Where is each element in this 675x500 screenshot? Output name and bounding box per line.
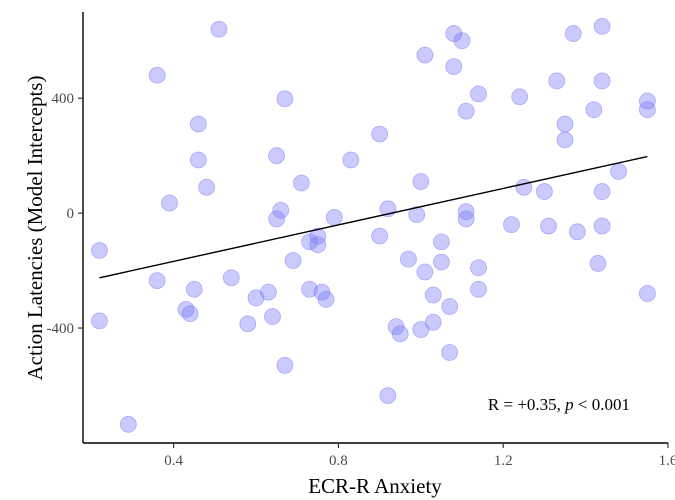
data-point: [503, 216, 520, 234]
data-point: [198, 178, 215, 196]
data-point: [276, 357, 294, 374]
data-point: [391, 325, 409, 343]
data-point: [119, 415, 137, 433]
annotation-prefix: R = +0.35,: [488, 395, 565, 414]
data-point: [639, 285, 656, 302]
data-point: [556, 115, 574, 133]
data-point: [268, 210, 286, 228]
data-point: [148, 272, 166, 290]
correlation-annotation: R = +0.35, p < 0.001: [488, 395, 630, 414]
regression-layer: [99, 155, 648, 279]
data-point: [639, 101, 656, 119]
data-point: [536, 183, 553, 200]
data-point: [585, 101, 603, 119]
data-point: [292, 174, 310, 192]
data-point: [568, 223, 586, 241]
data-point: [593, 17, 611, 35]
data-point: [540, 217, 557, 235]
data-point: [593, 183, 611, 200]
data-point: [272, 201, 290, 219]
x-axis-title: ECR-R Anxiety: [308, 474, 442, 498]
data-point: [239, 315, 257, 333]
data-point: [268, 147, 286, 165]
data-point: [371, 227, 389, 245]
data-point: [441, 344, 459, 361]
data-point: [412, 321, 430, 338]
data-point: [189, 151, 207, 169]
data-point: [317, 290, 335, 308]
data-point: [457, 203, 475, 221]
data-point: [284, 252, 302, 269]
x-tick-label: 0.8: [329, 453, 348, 469]
data-point: [148, 66, 166, 84]
data-point: [416, 263, 434, 281]
data-point: [276, 90, 294, 108]
data-point: [433, 253, 450, 271]
regression-line: [99, 155, 648, 279]
data-point: [593, 217, 611, 235]
data-point: [441, 298, 459, 315]
data-point: [433, 233, 450, 251]
points-layer: [91, 17, 656, 433]
data-point: [210, 20, 228, 38]
data-point: [309, 227, 327, 245]
data-point: [457, 210, 475, 228]
data-point: [91, 242, 108, 259]
data-point: [181, 305, 199, 323]
data-point: [185, 280, 203, 298]
data-point: [453, 32, 471, 50]
data-point: [309, 236, 327, 254]
x-tick-label: 1.2: [494, 453, 513, 469]
data-point: [470, 280, 487, 298]
data-point: [301, 280, 318, 298]
y-axis-title: Action Latencies (Model Intercepts): [23, 76, 47, 381]
data-point: [639, 92, 656, 110]
data-point: [412, 173, 430, 190]
data-point: [325, 209, 343, 226]
data-point: [511, 88, 529, 106]
data-point: [161, 194, 178, 212]
x-tick-label: 0.4: [164, 453, 183, 469]
annotation-italic: p: [564, 395, 574, 414]
data-point: [564, 25, 582, 42]
data-point: [416, 46, 434, 64]
data-point: [91, 312, 108, 330]
data-point: [408, 206, 426, 223]
x-tick-label: 1.6: [659, 453, 675, 469]
data-point: [548, 72, 566, 90]
data-point: [247, 289, 265, 307]
annotation-suffix: < 0.001: [574, 395, 630, 414]
data-point: [515, 178, 533, 196]
y-tick-label: -400: [47, 321, 75, 337]
data-point: [371, 125, 389, 143]
data-point: [342, 151, 360, 169]
ticks-layer: 0.4 0.8 1.2 1.6 -400 0 400: [47, 91, 675, 469]
y-tick-label: 400: [52, 91, 75, 107]
data-point: [445, 58, 463, 75]
y-tick-label: 0: [67, 206, 75, 222]
data-point: [424, 313, 442, 331]
data-point: [424, 286, 442, 304]
axes-layer: [82, 12, 668, 444]
data-point: [264, 308, 281, 325]
data-point: [556, 131, 574, 149]
data-point: [379, 387, 397, 404]
data-point: [470, 259, 487, 277]
data-point: [593, 72, 611, 90]
data-point: [610, 163, 627, 180]
data-point: [470, 85, 487, 103]
data-point: [589, 255, 607, 272]
data-point: [400, 250, 417, 268]
data-point: [259, 283, 277, 301]
data-point: [222, 269, 240, 287]
data-point: [457, 102, 475, 120]
data-point: [189, 115, 207, 133]
